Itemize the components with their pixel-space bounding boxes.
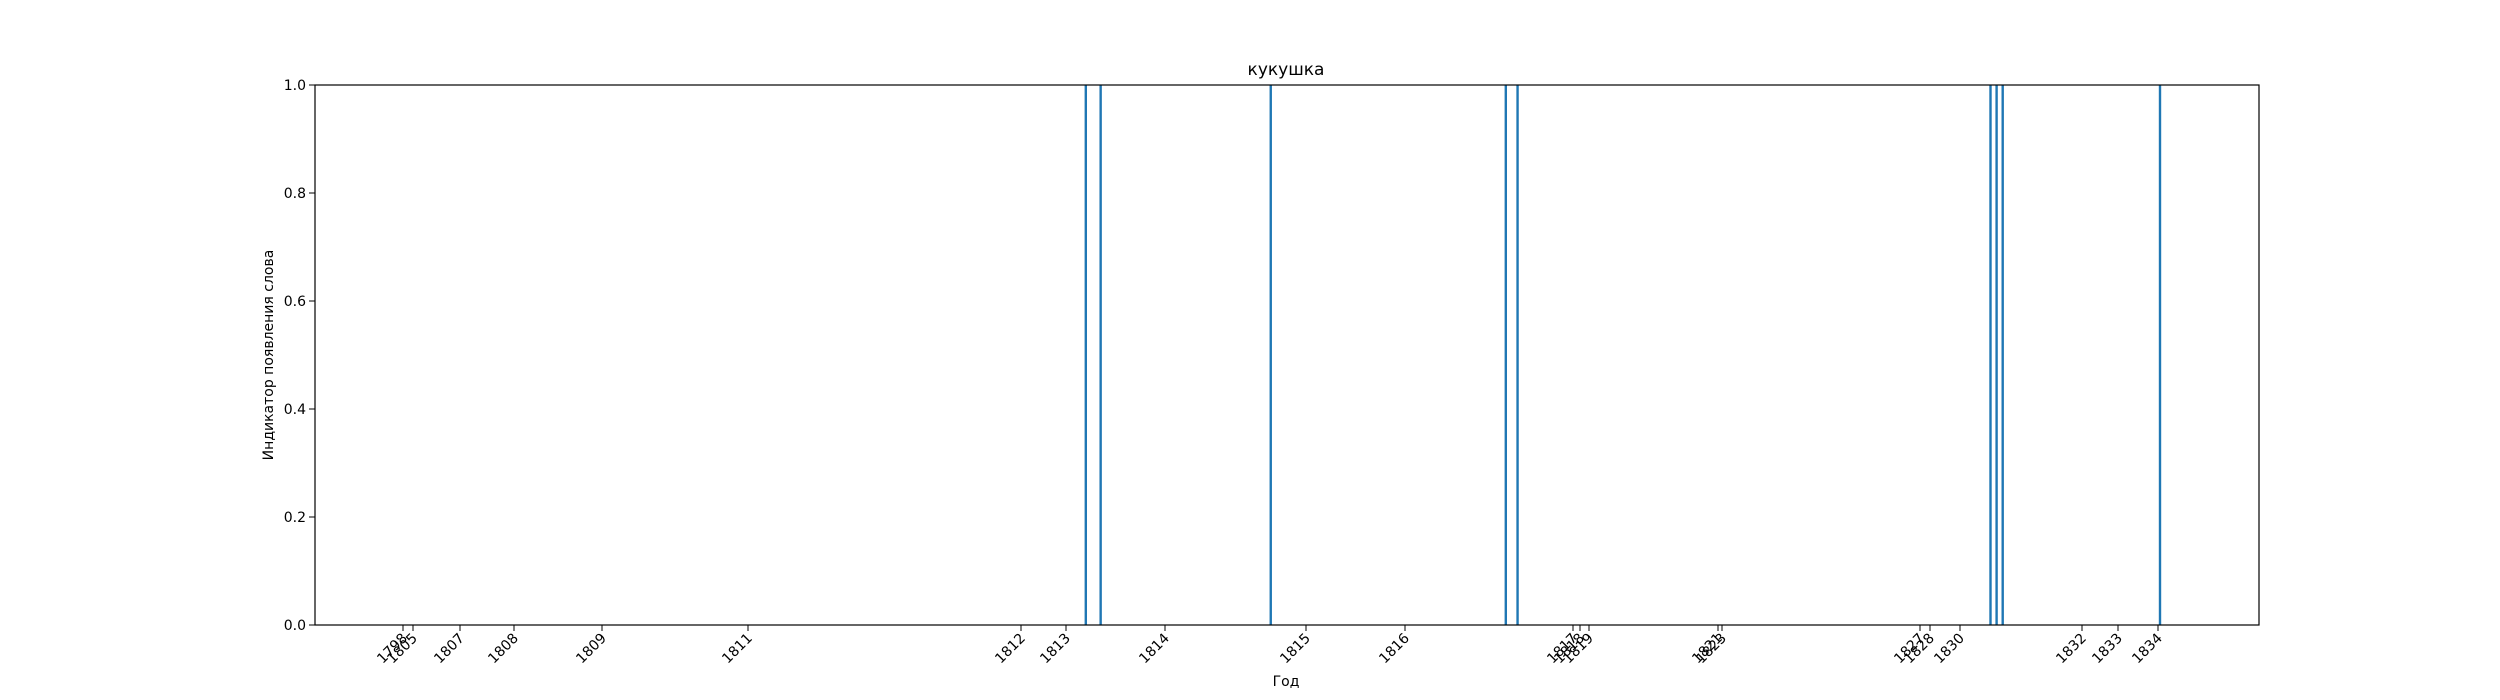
- y-tick-label: 0.4: [284, 402, 306, 418]
- bars-layer: [1084, 85, 2162, 625]
- x-tick-label: 1807: [431, 631, 468, 668]
- bar: [1099, 85, 1102, 625]
- x-tick-label: 1814: [1136, 630, 1173, 667]
- y-tick-label: 1.0: [284, 78, 306, 94]
- x-tick-label: 1812: [992, 631, 1029, 668]
- x-tick-label: 1813: [1037, 631, 1074, 668]
- x-tick-label: 1816: [1376, 630, 1413, 667]
- x-tick-label: 1809: [573, 631, 610, 668]
- bar: [2158, 85, 2162, 625]
- bar: [1269, 85, 1272, 625]
- x-tick-label: 1815: [1277, 631, 1314, 668]
- y-tick-label: 0.0: [284, 618, 306, 634]
- bar: [1504, 85, 1507, 625]
- x-tick-label: 1808: [485, 631, 522, 668]
- y-tick-label: 0.2: [284, 510, 306, 526]
- x-tick-label: 1832: [2053, 631, 2090, 668]
- y-axis: 0.0 0.2 0.4 0.6 0.8 1.0: [284, 78, 315, 634]
- x-tick-label: 1830: [1931, 631, 1968, 668]
- x-axis-title: Год: [1273, 674, 1300, 690]
- chart-title: кукушка: [1248, 60, 1325, 80]
- bar: [1989, 85, 1992, 625]
- x-tick-label: 1834: [2129, 630, 2166, 667]
- x-tick-label: 1811: [719, 631, 756, 668]
- y-tick-label: 0.8: [284, 186, 306, 202]
- plot-frame: [314, 84, 2260, 626]
- x-tick-label: 1833: [2089, 631, 2126, 668]
- y-axis-title: Индикатор появления слова: [261, 250, 277, 461]
- bar: [1084, 85, 1087, 625]
- y-tick-label: 0.6: [284, 294, 306, 310]
- bar: [2001, 85, 2004, 625]
- bar: [1516, 85, 1519, 625]
- bar: [1995, 85, 1998, 625]
